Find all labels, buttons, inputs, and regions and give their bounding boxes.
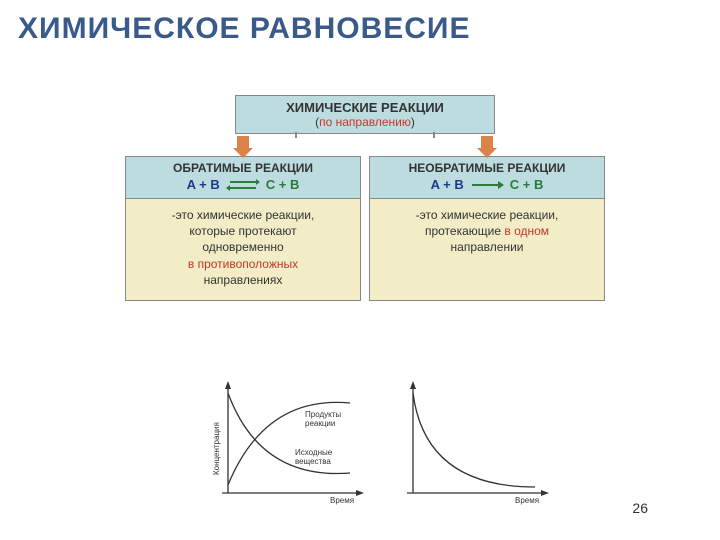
- left-equation: A + B C + B: [130, 177, 356, 192]
- right-body-l3: направлении: [376, 239, 598, 255]
- graph-right: Время: [395, 375, 560, 505]
- right-equation: A + B C + B: [374, 177, 600, 192]
- split-arrows: [125, 134, 605, 156]
- graphs: Концентрация Время Продукты реакции Исхо…: [210, 375, 560, 505]
- right-column: НЕОБРАТИМЫЕ РЕАКЦИИ A + B C + B -это хим…: [369, 156, 605, 301]
- left-body-l4: направлениях: [132, 272, 354, 288]
- right-header-title: НЕОБРАТИМЫЕ РЕАКЦИИ: [374, 161, 600, 175]
- eqn-rhs: C + B: [510, 177, 544, 192]
- columns: ОБРАТИМЫЕ РЕАКЦИИ A + B C + B -это химич…: [125, 156, 605, 301]
- top-box-red: по направлению: [319, 115, 411, 129]
- page-number: 26: [632, 500, 648, 516]
- top-box: ХИМИЧЕСКИЕ РЕАКЦИИ (по направлению): [235, 95, 495, 134]
- graph-left-xlabel: Время: [330, 496, 354, 505]
- left-body-l1: -это химические реакции,: [132, 207, 354, 223]
- graph-left-label1: Продукты: [305, 410, 341, 419]
- arrow-down-left-icon: [233, 136, 253, 158]
- right-header: НЕОБРАТИМЫЕ РЕАКЦИИ A + B C + B: [370, 157, 604, 199]
- eqn-rhs: C + B: [266, 177, 300, 192]
- graph-left-label2: Исходные: [295, 448, 333, 457]
- double-arrow-icon: [226, 178, 260, 192]
- eqn-lhs: A + B: [431, 177, 464, 192]
- paren-close: ): [411, 115, 415, 129]
- page-title: ХИМИЧЕСКОЕ РАВНОВЕСИЕ: [18, 12, 470, 46]
- right-body-l2: протекающие в одном: [376, 223, 598, 239]
- left-column: ОБРАТИМЫЕ РЕАКЦИИ A + B C + B -это химич…: [125, 156, 361, 301]
- left-body-l2: которые протекают: [132, 223, 354, 239]
- diagram-container: ХИМИЧЕСКИЕ РЕАКЦИИ (по направлению) ОБРА…: [125, 95, 605, 301]
- top-box-line1: ХИМИЧЕСКИЕ РЕАКЦИИ: [242, 100, 488, 115]
- left-body-l3: одновременно: [132, 239, 354, 255]
- graph-left-ylabel: Концентрация: [212, 422, 221, 475]
- single-arrow-icon: [470, 178, 504, 192]
- left-body: -это химические реакции, которые протека…: [126, 199, 360, 300]
- right-body: -это химические реакции, протекающие в о…: [370, 199, 604, 300]
- left-header: ОБРАТИМЫЕ РЕАКЦИИ A + B C + B: [126, 157, 360, 199]
- right-body-l1: -это химические реакции,: [376, 207, 598, 223]
- right-body-red: в одном: [504, 224, 549, 238]
- arrow-down-right-icon: [477, 136, 497, 158]
- left-body-red: в противоположных: [132, 256, 354, 272]
- graph-left-label2b: вещества: [295, 457, 331, 466]
- graph-right-xlabel: Время: [515, 496, 539, 505]
- graph-left: Концентрация Время Продукты реакции Исхо…: [210, 375, 375, 505]
- top-box-line2: (по направлению): [242, 115, 488, 129]
- left-header-title: ОБРАТИМЫЕ РЕАКЦИИ: [130, 161, 356, 175]
- eqn-lhs: A + B: [187, 177, 220, 192]
- graph-left-label1b: реакции: [305, 419, 335, 428]
